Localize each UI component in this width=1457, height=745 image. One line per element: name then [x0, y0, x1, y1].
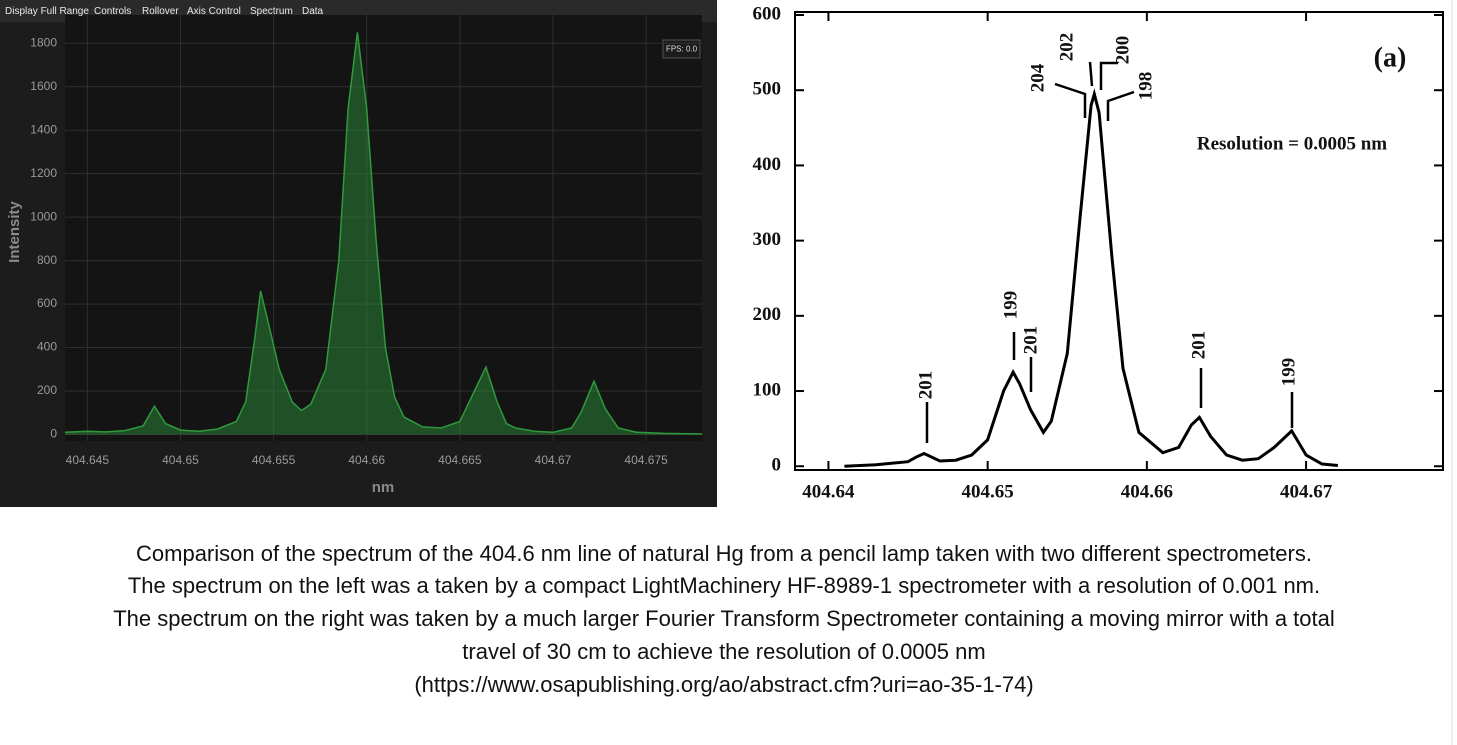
caption-line: The spectrum on the right was taken by a… — [113, 606, 1335, 631]
y-tick-label: 0 — [772, 455, 782, 476]
leader-line — [1088, 61, 1094, 87]
y-tick-label: 1600 — [30, 79, 57, 93]
area-fill — [65, 32, 702, 435]
leader-line — [1106, 90, 1135, 121]
leader-line — [1054, 82, 1087, 118]
y-tick-label: 1000 — [30, 209, 57, 223]
caption-line: The spectrum on the left was a taken by … — [128, 573, 1320, 598]
annotation: 198 — [1135, 72, 1156, 101]
caption-line: Comparison of the spectrum of the 404.6 … — [136, 541, 1312, 566]
spectrum-line — [844, 88, 1339, 468]
x-tick-label: 404.645 — [66, 453, 110, 467]
y-tick-label: 800 — [37, 253, 57, 267]
caption-line: travel of 30 cm to achieve the resolutio… — [462, 639, 985, 664]
x-tick-label: 404.65 — [162, 453, 199, 467]
spectrum-line — [64, 32, 703, 435]
x-tick-label: 404.66 — [348, 453, 385, 467]
x-tick-label: 404.655 — [252, 453, 296, 467]
annotation: 199 — [1000, 291, 1021, 320]
menu-item[interactable]: Spectrum — [250, 6, 293, 17]
y-tick-label: 400 — [753, 154, 782, 175]
annotation: 200 — [1112, 36, 1133, 65]
plot-frame — [794, 11, 1444, 471]
x-tick-label: 404.665 — [438, 453, 482, 467]
fps-box — [662, 39, 701, 59]
y-tick-label: 400 — [37, 340, 57, 354]
x-tick-label: 404.65 — [962, 481, 1014, 502]
annotation: (a) — [1374, 42, 1407, 73]
y-axis-label: Intensity — [6, 201, 23, 263]
menu-item[interactable]: Data — [302, 6, 324, 17]
y-tick-label: 1800 — [30, 35, 57, 49]
annotation: 204 — [1027, 63, 1048, 92]
y-tick-label: 1200 — [30, 166, 57, 180]
annotation: 199 — [1278, 358, 1299, 387]
y-tick-label: 200 — [753, 304, 782, 325]
plot-area — [65, 15, 702, 441]
y-tick-label: 600 — [37, 296, 57, 310]
y-tick-label: 200 — [37, 383, 57, 397]
x-tick-label: 404.67 — [1280, 481, 1333, 502]
x-tick-label: 404.66 — [1121, 481, 1173, 502]
x-tick-label: 404.67 — [535, 453, 572, 467]
y-tick-label: 1400 — [30, 122, 57, 136]
x-tick-label: 404.64 — [802, 481, 855, 502]
annotation: 201 — [1188, 331, 1209, 360]
leader-line — [1099, 61, 1118, 90]
menu-item[interactable]: Display Full Range — [5, 6, 89, 17]
menu-item[interactable]: Axis Control — [187, 6, 241, 17]
menu-item[interactable]: Controls — [94, 6, 131, 17]
annotation: 201 — [1020, 326, 1041, 355]
annotation: 202 — [1056, 33, 1077, 62]
y-tick-label: 300 — [753, 229, 782, 250]
x-axis-label: nm — [372, 479, 395, 496]
menu-item[interactable]: Rollover — [142, 6, 179, 17]
annotation: 201 — [915, 371, 936, 400]
annotation: Resolution = 0.0005 nm — [1197, 133, 1387, 154]
y-tick-label: 100 — [753, 379, 782, 400]
y-tick-label: 600 — [753, 3, 782, 24]
x-tick-label: 404.675 — [624, 453, 668, 467]
caption-line: (https://www.osapublishing.org/ao/abstra… — [414, 672, 1033, 697]
y-tick-label: 500 — [753, 79, 782, 100]
fps-label: FPS: 0.0 — [666, 45, 698, 54]
y-tick-label: 0 — [50, 427, 57, 441]
